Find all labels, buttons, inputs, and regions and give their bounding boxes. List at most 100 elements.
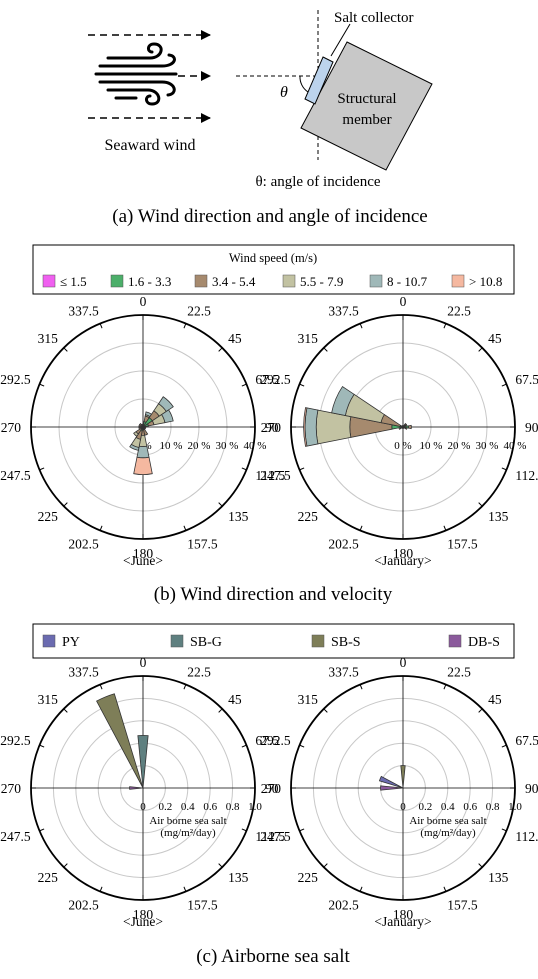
angle-label: 292.5	[0, 733, 31, 748]
radial-tick-label: 1.0	[508, 801, 522, 813]
angle-label: 67.5	[515, 733, 538, 748]
salt-rose-june: 0 22.5 45 67.5 90 112.5 135 157.5 180 202.5 225 247…	[0, 655, 285, 929]
polar-tick-mark	[63, 502, 68, 507]
polar-tick-mark	[443, 323, 447, 329]
polar-tick-mark	[39, 744, 45, 748]
legend-label-speed-4: 5.5 - 7.9	[300, 274, 343, 289]
radial-axis-unit: (mg/m²/day)	[420, 827, 476, 839]
legend-swatch-py	[42, 634, 56, 648]
angle-label: 22.5	[447, 665, 471, 680]
legend-swatch-sb-s	[311, 634, 325, 648]
angle-label: 45	[228, 692, 242, 707]
radial-tick-label: 30 %	[476, 440, 499, 452]
angle-label: 45	[228, 331, 242, 346]
angle-label: 180	[133, 546, 154, 561]
legend-swatch-speed-3	[194, 274, 208, 288]
polar-tick-mark	[99, 525, 103, 531]
chart-subtitle: <June>	[123, 553, 163, 568]
caption-b: (b) Wind direction and velocity	[154, 584, 393, 605]
salt-rose-january: 0 22.5 45 67.5 90 112.5 135 157.5 180 202.5 225 247…	[260, 655, 538, 929]
caption-a: (a) Wind direction and angle of incidenc…	[112, 206, 427, 227]
angle-label: 315	[298, 692, 319, 707]
legend-label-speed-5: 8 - 10.7	[387, 274, 428, 289]
salt-collector	[304, 56, 334, 105]
rose-segment	[401, 425, 404, 428]
angle-label: 270	[1, 781, 22, 796]
angle-label: 202.5	[328, 536, 359, 551]
legend-swatch-speed-4	[282, 274, 296, 288]
polar-tick-mark	[183, 886, 187, 892]
polar-tick-mark	[241, 828, 247, 832]
legend-swatch-db-s	[448, 634, 462, 648]
angle-label: 157.5	[187, 897, 218, 912]
polar-tick-mark	[39, 383, 45, 387]
rose-segment	[140, 423, 144, 427]
polar-tick-mark	[39, 467, 45, 471]
angle-label: 22.5	[447, 304, 471, 319]
legend-swatch-sb-g	[170, 634, 184, 648]
angle-label: 225	[298, 509, 319, 524]
wind-rose-june: 0 22.5 45 67.5 90 112.5 135 157.5 180 202.5 225 247…	[0, 294, 285, 568]
rose-segment	[129, 443, 140, 451]
radial-axis-unit: (mg/m²/day)	[160, 827, 216, 839]
theta-symbol: θ	[280, 84, 288, 101]
polar-tick-mark	[183, 525, 187, 531]
angle-label: 0	[400, 294, 407, 309]
radial-tick-label: 0.8	[226, 801, 240, 813]
polar-tick-mark	[63, 863, 68, 868]
angle-label: 157.5	[447, 536, 478, 551]
polar-tick-mark	[359, 684, 363, 690]
polar-tick-mark	[183, 323, 187, 329]
angle-label: 202.5	[68, 897, 99, 912]
polar-tick-mark	[323, 863, 328, 868]
angle-label: 135	[228, 870, 249, 885]
polar-tick-mark	[241, 383, 247, 387]
salt-bar	[380, 785, 404, 791]
polar-tick-mark	[478, 708, 483, 713]
polar-tick-mark	[99, 323, 103, 329]
polar-tick-mark	[299, 383, 305, 387]
wind-icon	[94, 42, 178, 106]
polar-tick-mark	[218, 347, 223, 352]
angle-label: 225	[298, 870, 319, 885]
member-label-line1: Structural	[337, 91, 396, 107]
radial-axis-label: Air borne sea salt	[409, 815, 486, 827]
polar-tick-mark	[501, 467, 507, 471]
sea-salt-legend-box	[32, 623, 515, 659]
angle-label: 337.5	[328, 304, 359, 319]
angle-label: 67.5	[255, 733, 279, 748]
angle-label: 315	[38, 331, 59, 346]
radial-tick-label: 10 %	[420, 440, 443, 452]
angle-label: 180	[393, 907, 414, 922]
angle-label: 202.5	[328, 897, 359, 912]
angle-label: 112.5	[515, 468, 538, 483]
theta-arc	[299, 75, 309, 93]
member-label-line2: member	[342, 112, 391, 128]
wind-label: Seaward wind	[104, 137, 195, 154]
radial-tick-label: 0.2	[419, 801, 433, 813]
angle-label: 202.5	[68, 536, 99, 551]
polar-tick-mark	[478, 502, 483, 507]
legend-swatch-speed-6	[451, 274, 465, 288]
polar-tick-mark	[359, 525, 363, 531]
radial-tick-label: 0.4	[441, 801, 455, 813]
polar-tick-mark	[218, 502, 223, 507]
angle-label: 67.5	[515, 372, 538, 387]
angle-label: 45	[488, 331, 502, 346]
radial-tick-label: 1.0	[248, 801, 262, 813]
wind-speed-legend: Wind speed (m/s) ≤ 1.5 1.6 - 3.3 3.4 - 5…	[32, 244, 515, 295]
rose-segment	[404, 427, 408, 430]
angle-label: 270	[261, 781, 282, 796]
rose-segment	[133, 456, 153, 475]
sea-salt-legend: PY SB-G SB-S DB-S	[32, 623, 515, 659]
angle-label: 180	[393, 546, 414, 561]
legend-label-speed-6: > 10.8	[469, 274, 502, 289]
angle-label: 337.5	[68, 665, 99, 680]
angle-label: 45	[488, 692, 502, 707]
legend-swatch-speed-1	[42, 274, 56, 288]
caption-c: (c) Airborne sea salt	[196, 946, 350, 967]
angle-label: 315	[298, 331, 319, 346]
chart-subtitle: <January>	[374, 553, 431, 568]
chart-subtitle: <June>	[123, 914, 163, 929]
